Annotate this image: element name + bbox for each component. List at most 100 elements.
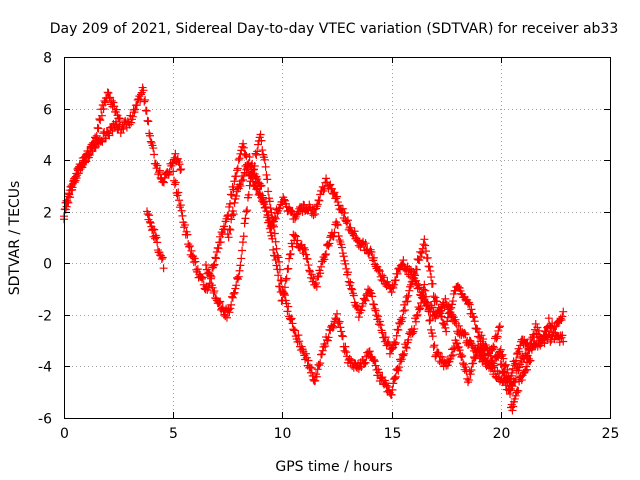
data-point (464, 298, 473, 307)
data-point (417, 252, 425, 261)
data-point (148, 226, 157, 235)
data-point (387, 345, 396, 354)
data-point (494, 352, 503, 361)
data-point (420, 280, 429, 289)
data-point (523, 365, 532, 374)
data-point (429, 292, 438, 301)
data-point (418, 294, 427, 303)
data-point (506, 389, 515, 398)
data-point (259, 197, 268, 206)
data-point (396, 315, 405, 324)
data-point (375, 368, 383, 377)
data-point (531, 319, 540, 328)
data-point (300, 243, 309, 252)
data-point (109, 98, 118, 107)
data-point (311, 376, 320, 385)
data-point (479, 335, 488, 344)
data-point (90, 140, 99, 149)
data-point (208, 283, 217, 292)
data-point (80, 158, 89, 167)
data-point (421, 286, 430, 295)
data-point (493, 332, 502, 341)
data-point (283, 307, 292, 316)
data-point (141, 96, 150, 105)
data-point (544, 314, 553, 323)
data-point (170, 176, 179, 185)
data-point (143, 209, 152, 218)
data-point (338, 332, 347, 341)
data-point (399, 256, 408, 265)
data-point (376, 321, 385, 330)
data-point (454, 321, 463, 330)
data-point (367, 248, 376, 257)
data-point (256, 130, 265, 139)
data-point (499, 367, 508, 376)
data-point (397, 355, 406, 364)
data-point (291, 231, 299, 240)
data-point (470, 354, 479, 363)
data-point (450, 317, 459, 326)
data-point (431, 293, 440, 302)
data-point (125, 120, 134, 129)
data-point (112, 105, 121, 114)
data-point (311, 280, 320, 289)
data-point (316, 359, 325, 368)
data-point (104, 89, 113, 98)
data-point (352, 302, 361, 311)
data-point (401, 343, 410, 352)
data-point (396, 357, 405, 366)
data-point (127, 118, 136, 127)
data-point (425, 262, 434, 271)
data-point (359, 240, 368, 249)
data-point (231, 284, 240, 293)
y-tick-label: -2 (38, 309, 52, 325)
data-points (60, 83, 568, 415)
x-axis-label: GPS time / hours (275, 459, 392, 475)
data-point (508, 406, 517, 415)
data-point (132, 100, 141, 109)
data-point (446, 308, 455, 317)
data-point (492, 334, 501, 343)
data-point (303, 255, 312, 264)
data-point (308, 371, 317, 380)
data-point (527, 339, 536, 348)
data-point (359, 359, 368, 368)
data-point (398, 313, 407, 322)
data-point (419, 285, 428, 294)
data-point (495, 323, 504, 332)
data-point (399, 306, 408, 315)
data-point (546, 337, 555, 346)
data-point (316, 190, 325, 199)
data-point (464, 378, 473, 387)
data-point (354, 236, 362, 245)
data-point (84, 151, 93, 160)
data-point (317, 262, 326, 271)
data-point (424, 305, 433, 314)
data-point (441, 323, 450, 332)
data-point (423, 301, 432, 310)
data-point (466, 370, 475, 379)
data-point (270, 222, 278, 231)
data-point (447, 303, 456, 312)
data-point (243, 164, 252, 173)
data-point (549, 328, 558, 337)
data-point (288, 319, 297, 328)
data-point (360, 295, 369, 304)
data-point (150, 225, 159, 234)
data-point (336, 323, 345, 332)
data-point (312, 202, 321, 211)
data-point (539, 331, 548, 340)
data-point (256, 182, 265, 191)
data-point (511, 391, 520, 400)
data-point (486, 351, 495, 360)
data-point (343, 216, 352, 225)
data-point (517, 376, 526, 385)
data-point (207, 274, 215, 283)
data-point (241, 214, 250, 223)
data-point (339, 252, 348, 261)
data-point (426, 266, 435, 275)
data-point (237, 254, 246, 263)
data-point (291, 214, 299, 223)
data-point (252, 150, 261, 159)
